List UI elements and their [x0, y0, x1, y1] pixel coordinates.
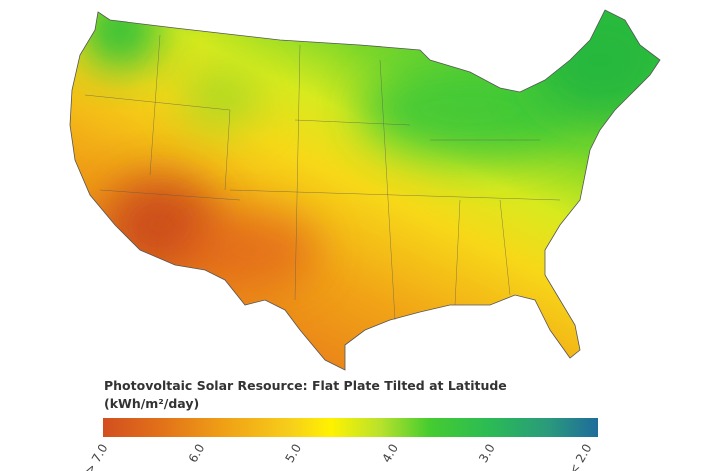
legend-label: 4.0 — [379, 442, 401, 466]
state-lines — [84, 34, 561, 321]
legend-color-bar — [103, 418, 598, 437]
us-map — [70, 10, 660, 370]
legend-label: 6.0 — [186, 442, 208, 466]
legend-label: 3.0 — [476, 442, 498, 466]
legend-title: Photovoltaic Solar Resource: Flat Plate … — [104, 378, 507, 393]
legend-label: > 7.0 — [82, 442, 111, 471]
legend-unit: (kWh/m²/day) — [104, 396, 199, 411]
legend-label: < 2.0 — [566, 442, 595, 471]
legend-label: 5.0 — [283, 442, 305, 466]
legend-ticks: > 7.0 6.0 5.0 4.0 3.0 < 2.0 — [82, 442, 595, 471]
